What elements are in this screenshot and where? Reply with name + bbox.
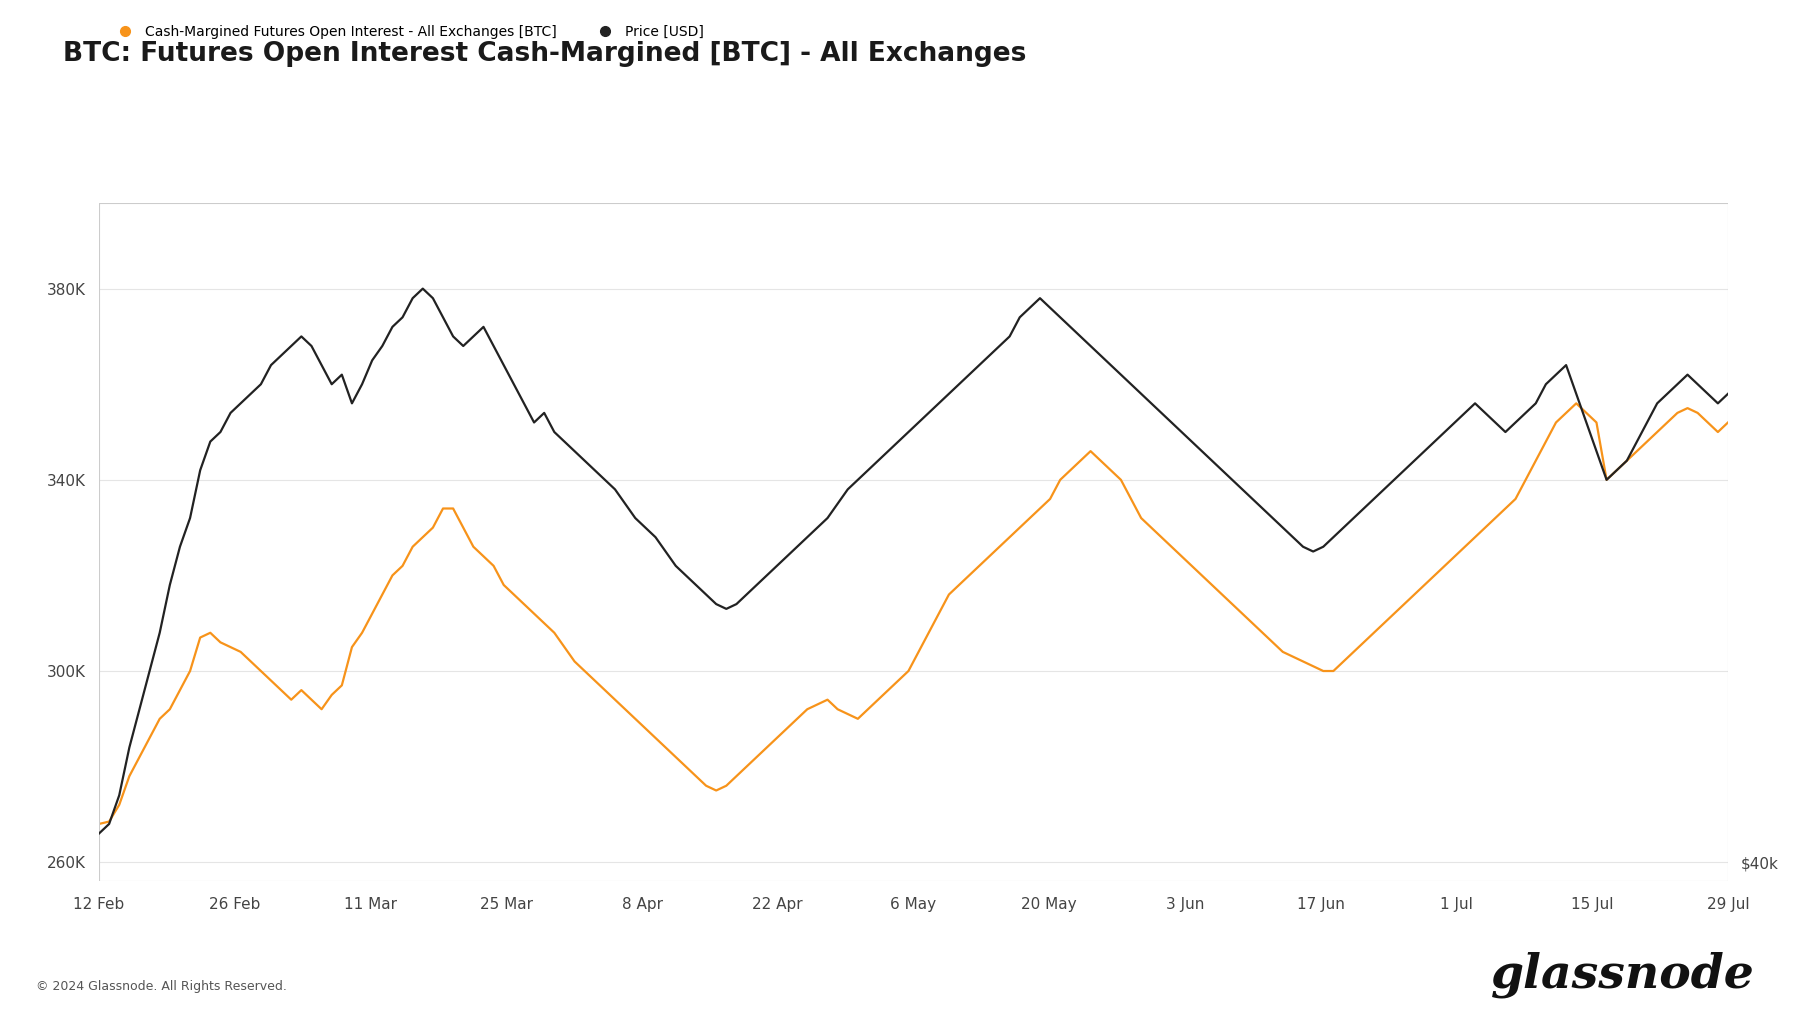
Text: © 2024 Glassnode. All Rights Reserved.: © 2024 Glassnode. All Rights Reserved. <box>36 980 286 993</box>
Legend: Cash-Margined Futures Open Interest - All Exchanges [BTC], Price [USD]: Cash-Margined Futures Open Interest - Al… <box>106 19 709 45</box>
Text: glassnode: glassnode <box>1490 951 1755 998</box>
Text: BTC: Futures Open Interest Cash-Margined [BTC] - All Exchanges: BTC: Futures Open Interest Cash-Margined… <box>63 41 1026 67</box>
